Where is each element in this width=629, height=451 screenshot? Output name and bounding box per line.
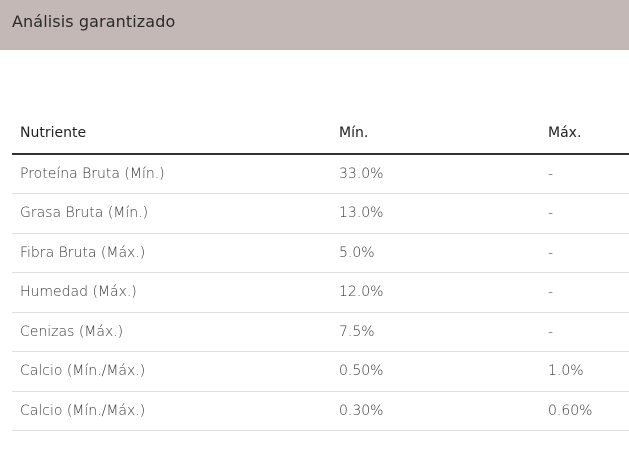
table-header-row: Nutriente Mín. Máx. bbox=[12, 113, 629, 155]
table-row: Fibra Bruta (Máx.) 5.0% - bbox=[12, 233, 629, 273]
max-value: - bbox=[540, 154, 629, 194]
nutrient-name: Calcio (Mín./Máx.) bbox=[12, 391, 331, 431]
nutrient-table-container: Nutriente Mín. Máx. Proteína Bruta (Mín.… bbox=[12, 113, 629, 431]
guaranteed-analysis-table: Nutriente Mín. Máx. Proteína Bruta (Mín.… bbox=[12, 113, 629, 431]
max-value: - bbox=[540, 233, 629, 273]
table-row: Grasa Bruta (Mín.) 13.0% - bbox=[12, 193, 629, 234]
section-title: Análisis garantizado bbox=[12, 12, 176, 31]
min-value: 0.50% bbox=[331, 351, 540, 392]
max-value: - bbox=[540, 312, 629, 352]
table-row: Humedad (Máx.) 12.0% - bbox=[12, 272, 629, 313]
nutrient-name: Cenizas (Máx.) bbox=[12, 312, 331, 352]
table-row: Proteína Bruta (Mín.) 33.0% - bbox=[12, 154, 629, 194]
nutrient-name: Grasa Bruta (Mín.) bbox=[12, 193, 331, 234]
nutrient-name: Calcio (Mín./Máx.) bbox=[12, 351, 331, 392]
max-value: 1.0% bbox=[540, 351, 629, 392]
min-value: 12.0% bbox=[331, 272, 540, 313]
min-value: 0.30% bbox=[331, 391, 540, 431]
table-row: Calcio (Mín./Máx.) 0.30% 0.60% bbox=[12, 391, 629, 431]
min-value: 7.5% bbox=[331, 312, 540, 352]
max-value: 0.60% bbox=[540, 391, 629, 431]
nutrient-name: Fibra Bruta (Máx.) bbox=[12, 233, 331, 273]
max-value: - bbox=[540, 193, 629, 234]
max-value: - bbox=[540, 272, 629, 313]
nutrient-name: Humedad (Máx.) bbox=[12, 272, 331, 313]
column-header-min: Mín. bbox=[331, 113, 540, 155]
min-value: 13.0% bbox=[331, 193, 540, 234]
column-header-max: Máx. bbox=[540, 113, 629, 155]
min-value: 5.0% bbox=[331, 233, 540, 273]
column-header-nutrient: Nutriente bbox=[12, 113, 331, 155]
section-header: Análisis garantizado bbox=[0, 0, 629, 50]
nutrient-name: Proteína Bruta (Mín.) bbox=[12, 154, 331, 194]
table-row: Calcio (Mín./Máx.) 0.50% 1.0% bbox=[12, 351, 629, 392]
table-row: Cenizas (Máx.) 7.5% - bbox=[12, 312, 629, 352]
min-value: 33.0% bbox=[331, 154, 540, 194]
